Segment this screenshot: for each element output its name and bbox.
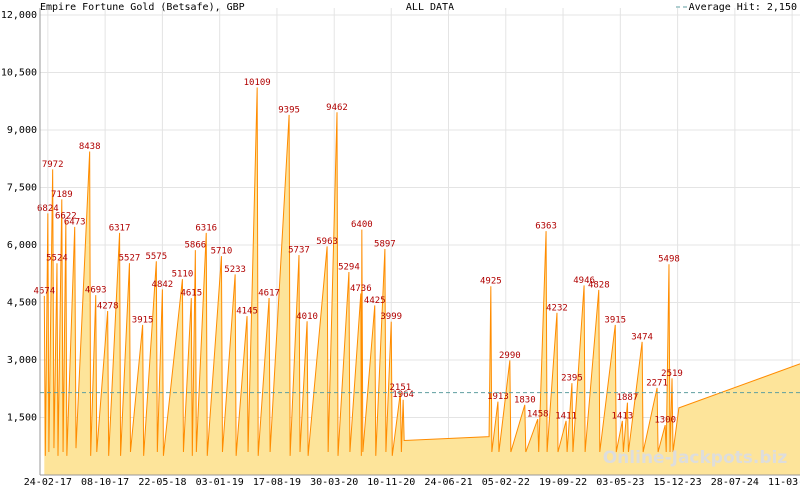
value-label: 5866 xyxy=(185,241,207,251)
value-label: 5963 xyxy=(316,237,338,247)
value-label: 7972 xyxy=(42,160,64,170)
value-label: 3474 xyxy=(631,332,653,342)
value-label: 5294 xyxy=(338,263,360,273)
value-label: 2519 xyxy=(661,369,683,379)
value-label: 6824 xyxy=(37,204,59,214)
y-tick-label: 6,000 xyxy=(7,240,37,251)
value-label: 5897 xyxy=(374,239,396,249)
value-label: 8438 xyxy=(79,142,101,152)
legend-label: Average Hit: 2,150 xyxy=(689,2,797,13)
value-label: 4674 xyxy=(33,286,55,296)
value-label: 1458 xyxy=(527,410,549,420)
value-label: 2151 xyxy=(390,383,412,393)
value-label: 1830 xyxy=(514,395,536,405)
value-label: 4010 xyxy=(296,312,318,322)
value-label: 1411 xyxy=(555,411,577,421)
value-label: 4145 xyxy=(236,307,258,317)
value-label: 4425 xyxy=(364,296,386,306)
value-label: 1413 xyxy=(612,411,634,421)
x-tick-label: 15-12-23 xyxy=(654,477,702,488)
x-tick-label: 17-08-19 xyxy=(253,477,301,488)
value-label: 1300 xyxy=(654,416,676,426)
value-label: 4617 xyxy=(258,289,280,299)
y-tick-label: 10,500 xyxy=(1,68,37,79)
value-label: 2990 xyxy=(499,351,521,361)
value-label: 4946 xyxy=(573,276,595,286)
value-label: 9395 xyxy=(278,105,300,115)
value-label: 1964 xyxy=(392,390,414,400)
value-label: 5737 xyxy=(288,246,310,256)
x-tick-label: 03-05-23 xyxy=(596,477,644,488)
value-label: 4232 xyxy=(546,303,568,313)
value-label: 1887 xyxy=(617,393,639,403)
value-label: 2271 xyxy=(646,378,668,388)
chart-title: Empire Fortune Gold (Betsafe), GBP xyxy=(40,2,245,13)
x-tick-label: 11-03-25 xyxy=(768,477,800,488)
value-label: 6317 xyxy=(109,223,131,233)
value-label: 10109 xyxy=(244,78,271,88)
x-tick-label: 24-02-17 xyxy=(24,477,72,488)
y-tick-label: 9,000 xyxy=(7,125,37,136)
area xyxy=(44,87,800,475)
x-tick-label: 10-11-20 xyxy=(367,477,415,488)
x-tick-label: 03-01-19 xyxy=(196,477,244,488)
value-label: 4615 xyxy=(180,289,202,299)
chart-subtitle: ALL DATA xyxy=(406,2,454,13)
value-label: 5575 xyxy=(145,252,167,262)
x-tick-label: 24-06-21 xyxy=(424,477,472,488)
y-tick-label: 12,000 xyxy=(1,10,37,21)
x-tick-label: 05-02-22 xyxy=(482,477,530,488)
y-tick-label: 3,000 xyxy=(7,355,37,366)
value-label: 5110 xyxy=(172,270,194,280)
value-label: 3915 xyxy=(604,315,626,325)
y-tick-label: 1,500 xyxy=(7,413,37,424)
value-label: 2395 xyxy=(561,374,583,384)
value-label: 3999 xyxy=(380,312,402,322)
value-label: 4842 xyxy=(152,280,174,290)
value-label: 4828 xyxy=(588,280,610,290)
value-label: 4925 xyxy=(480,277,502,287)
value-label: 6622 xyxy=(55,212,77,222)
value-label: 5233 xyxy=(224,265,246,275)
value-label: 7189 xyxy=(51,190,73,200)
value-label: 5710 xyxy=(211,247,233,257)
x-tick-label: 28-07-24 xyxy=(711,477,759,488)
value-label: 6363 xyxy=(535,222,557,232)
value-label: 1913 xyxy=(487,392,509,402)
value-label: 5527 xyxy=(119,254,141,264)
x-tick-label: 30-03-20 xyxy=(310,477,358,488)
line xyxy=(43,87,800,456)
value-label: 6316 xyxy=(195,223,217,233)
x-tick-label: 19-09-22 xyxy=(539,477,587,488)
value-label: 6400 xyxy=(351,220,373,230)
x-tick-label: 08-10-17 xyxy=(81,477,129,488)
watermark: Online-Jackpots.biz xyxy=(603,448,788,468)
value-label: 5524 xyxy=(46,254,68,264)
value-label: 4693 xyxy=(85,286,107,296)
y-tick-label: 7,500 xyxy=(7,183,37,194)
y-tick-label: 4,500 xyxy=(7,298,37,309)
value-label: 4736 xyxy=(350,284,372,294)
value-label: 4278 xyxy=(97,302,119,312)
value-label: 6473 xyxy=(64,217,86,227)
value-label: 5498 xyxy=(658,255,680,265)
x-tick-label: 22-05-18 xyxy=(138,477,186,488)
value-label: 9462 xyxy=(326,103,348,113)
value-label: 3915 xyxy=(132,315,154,325)
